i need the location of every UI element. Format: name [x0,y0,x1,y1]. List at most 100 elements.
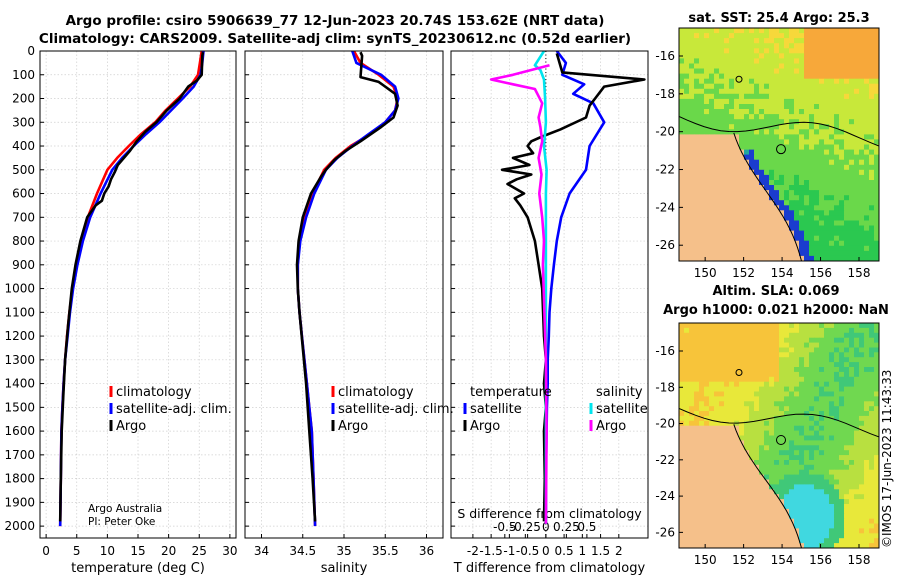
map-cell [849,376,855,383]
map-cell [744,220,750,226]
map-cell [764,149,770,156]
legend-temp-title: temperature [470,385,552,400]
map-cell [874,114,879,120]
map-cell [784,489,790,495]
map-cell [724,440,730,446]
map-cell [849,255,855,261]
map-cell [854,195,860,201]
map-cell [754,185,760,191]
map-cell [824,523,830,529]
legend-climatology-label: climatology [116,385,192,400]
map-cell [789,435,795,441]
map-cell [874,129,879,135]
map-cell [819,440,825,446]
map-cell [809,460,815,466]
map-cell [714,479,720,485]
map-cell [874,159,879,166]
map-cell [679,109,685,115]
map-cell [684,180,690,186]
map-cell [754,508,760,515]
map-cell [749,210,755,216]
map-cell [714,406,720,412]
map-cell [854,440,860,446]
map-cell [734,401,740,407]
map-cell [844,124,850,130]
map-cell [724,518,730,524]
map-cell [704,445,710,451]
map-cell [694,154,700,161]
map-cell [724,323,730,329]
map-cell [804,124,810,130]
map-cell [749,411,755,417]
map-cell [799,411,805,417]
map-cell [684,327,690,334]
map-cell [699,88,705,95]
map-cell [799,513,805,520]
map-cell [849,38,855,44]
map-cell [784,164,790,171]
x-tick-label: 2 [615,544,623,558]
map-cell [869,68,875,74]
note-line-1: Argo Australia [88,503,162,515]
map-cell [679,533,685,539]
map-cell [724,523,730,529]
map-cell [834,337,840,343]
map-cell [844,386,850,392]
map-cell [854,144,860,150]
map-cell [814,538,820,544]
map-cell [769,435,775,441]
y-tick-label: 800 [12,234,35,248]
map-cell [754,33,760,39]
map-cell [759,450,765,456]
map-cell [739,396,745,402]
map-cell [754,98,760,105]
map-cell [814,323,820,329]
map-cell [749,109,755,115]
map-cell [754,225,760,231]
map-cell [794,391,800,397]
map-cell [834,362,840,368]
map-cell [684,450,690,456]
map-cell [729,200,735,206]
map-cell [819,174,825,181]
map-cell [719,114,725,120]
map-cell [799,250,805,257]
map-cell [799,83,805,90]
map-cell [749,215,755,221]
map-cell [874,401,879,407]
map-x-tick-label: 154 [771,266,794,280]
map-cell [809,406,815,412]
map-cell [854,357,860,363]
map-cell [844,169,850,176]
map-cell [709,190,715,196]
map-cell [784,518,790,524]
map-cell [764,73,770,80]
map-cell [784,371,790,378]
map-cell [794,455,800,461]
map-cell [744,460,750,466]
map-cell [804,367,810,373]
map-cell [764,245,770,252]
map-cell [849,98,855,105]
map-cell [799,518,805,524]
map-cell [774,479,780,485]
map-cell [764,445,770,451]
map-cell [689,469,695,475]
map-cell [754,357,760,363]
map-cell [724,43,730,49]
map-cell [874,479,879,485]
map-cell [804,104,810,110]
map-cell [749,255,755,261]
y-tick-label: 1600 [4,424,35,438]
map-cell [804,347,810,353]
map-cell [824,169,830,176]
map-cell [804,538,810,544]
map-cell [744,83,750,90]
map-cell [814,205,820,211]
map-cell [719,139,725,145]
map-cell [804,362,810,368]
map-y-tick-label: -18 [655,380,675,394]
map-cell [834,450,840,456]
x-axis-label: T difference from climatology [453,561,646,576]
map-cell [714,114,720,120]
